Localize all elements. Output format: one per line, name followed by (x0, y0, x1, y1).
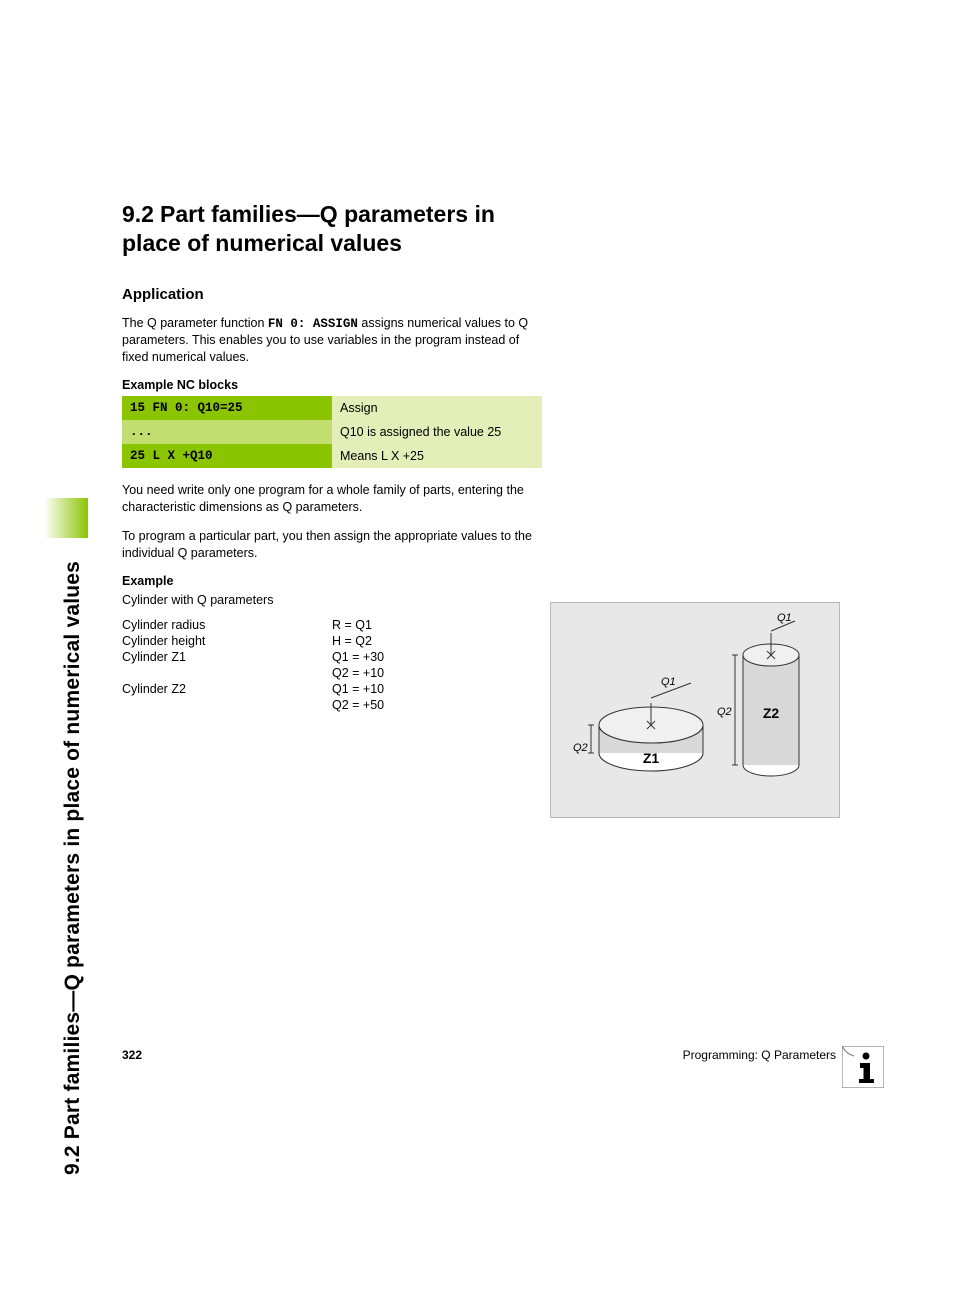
page-number: 322 (122, 1048, 142, 1062)
side-tab-text: 9.2 Part families—Q parameters in place … (61, 561, 85, 1175)
heading-example: Example (122, 574, 542, 588)
cylinder-svg: Z1 Q1 Q2 Z2 Q1 (551, 603, 841, 819)
table-row: 15 FN 0: Q10=25 Assign (122, 396, 542, 420)
table-row: ... Q10 is assigned the value 25 (122, 420, 542, 444)
svg-text:Q1: Q1 (661, 676, 676, 688)
z1-q1-dim: Q1 (651, 676, 691, 698)
info-icon (842, 1046, 884, 1088)
nc-blocks-table: 15 FN 0: Q10=25 Assign ... Q10 is assign… (122, 396, 542, 468)
section-title: 9.2Part families—Q parameters in place o… (122, 200, 542, 258)
svg-text:Q2: Q2 (573, 742, 588, 754)
example-subtitle: Cylinder with Q parameters (122, 592, 542, 609)
z2-label: Z2 (763, 705, 780, 721)
z2-q1-dim: Q1 (771, 612, 795, 631)
table-row: Cylinder Z1Q1 = +30 (122, 649, 422, 665)
paragraph-assign: To program a particular part, you then a… (122, 528, 542, 562)
main-content: 9.2Part families—Q parameters in place o… (122, 200, 542, 713)
table-row: Q2 = +10 (122, 665, 422, 681)
table-row: Cylinder radiusR = Q1 (122, 617, 422, 633)
table-row: 25 L X +Q10 Means L X +25 (122, 444, 542, 468)
heading-application: Application (122, 286, 542, 303)
paragraph-intro: The Q parameter function FN 0: ASSIGN as… (122, 315, 542, 367)
table-row: Cylinder heightH = Q2 (122, 633, 422, 649)
page-footer: 322 Programming: Q Parameters (122, 1048, 836, 1062)
cylinder-z2: Z2 (743, 633, 799, 776)
params-table: Cylinder radiusR = Q1 Cylinder heightH =… (122, 617, 422, 713)
svg-text:Q1: Q1 (777, 612, 792, 624)
z1-q2-dim: Q2 (573, 725, 594, 754)
svg-text:Q2: Q2 (717, 706, 732, 718)
code-fn0-assign: FN 0: ASSIGN (268, 317, 358, 331)
z1-label: Z1 (643, 750, 660, 766)
side-tab: 9.2 Part families—Q parameters in place … (58, 200, 88, 880)
heading-example-nc: Example NC blocks (122, 378, 542, 392)
z2-q2-dim: Q2 (717, 655, 738, 765)
table-row: Cylinder Z2Q1 = +10 (122, 681, 422, 697)
section-number: 9.2 (122, 200, 160, 229)
section-title-text: Part families—Q parameters in place of n… (122, 201, 495, 256)
table-row: Q2 = +50 (122, 697, 422, 713)
paragraph-family: You need write only one program for a wh… (122, 482, 542, 516)
chapter-label: Programming: Q Parameters (683, 1048, 836, 1062)
cylinder-diagram: Z1 Q1 Q2 Z2 Q1 (550, 602, 840, 818)
cylinder-z1: Z1 (599, 703, 703, 771)
